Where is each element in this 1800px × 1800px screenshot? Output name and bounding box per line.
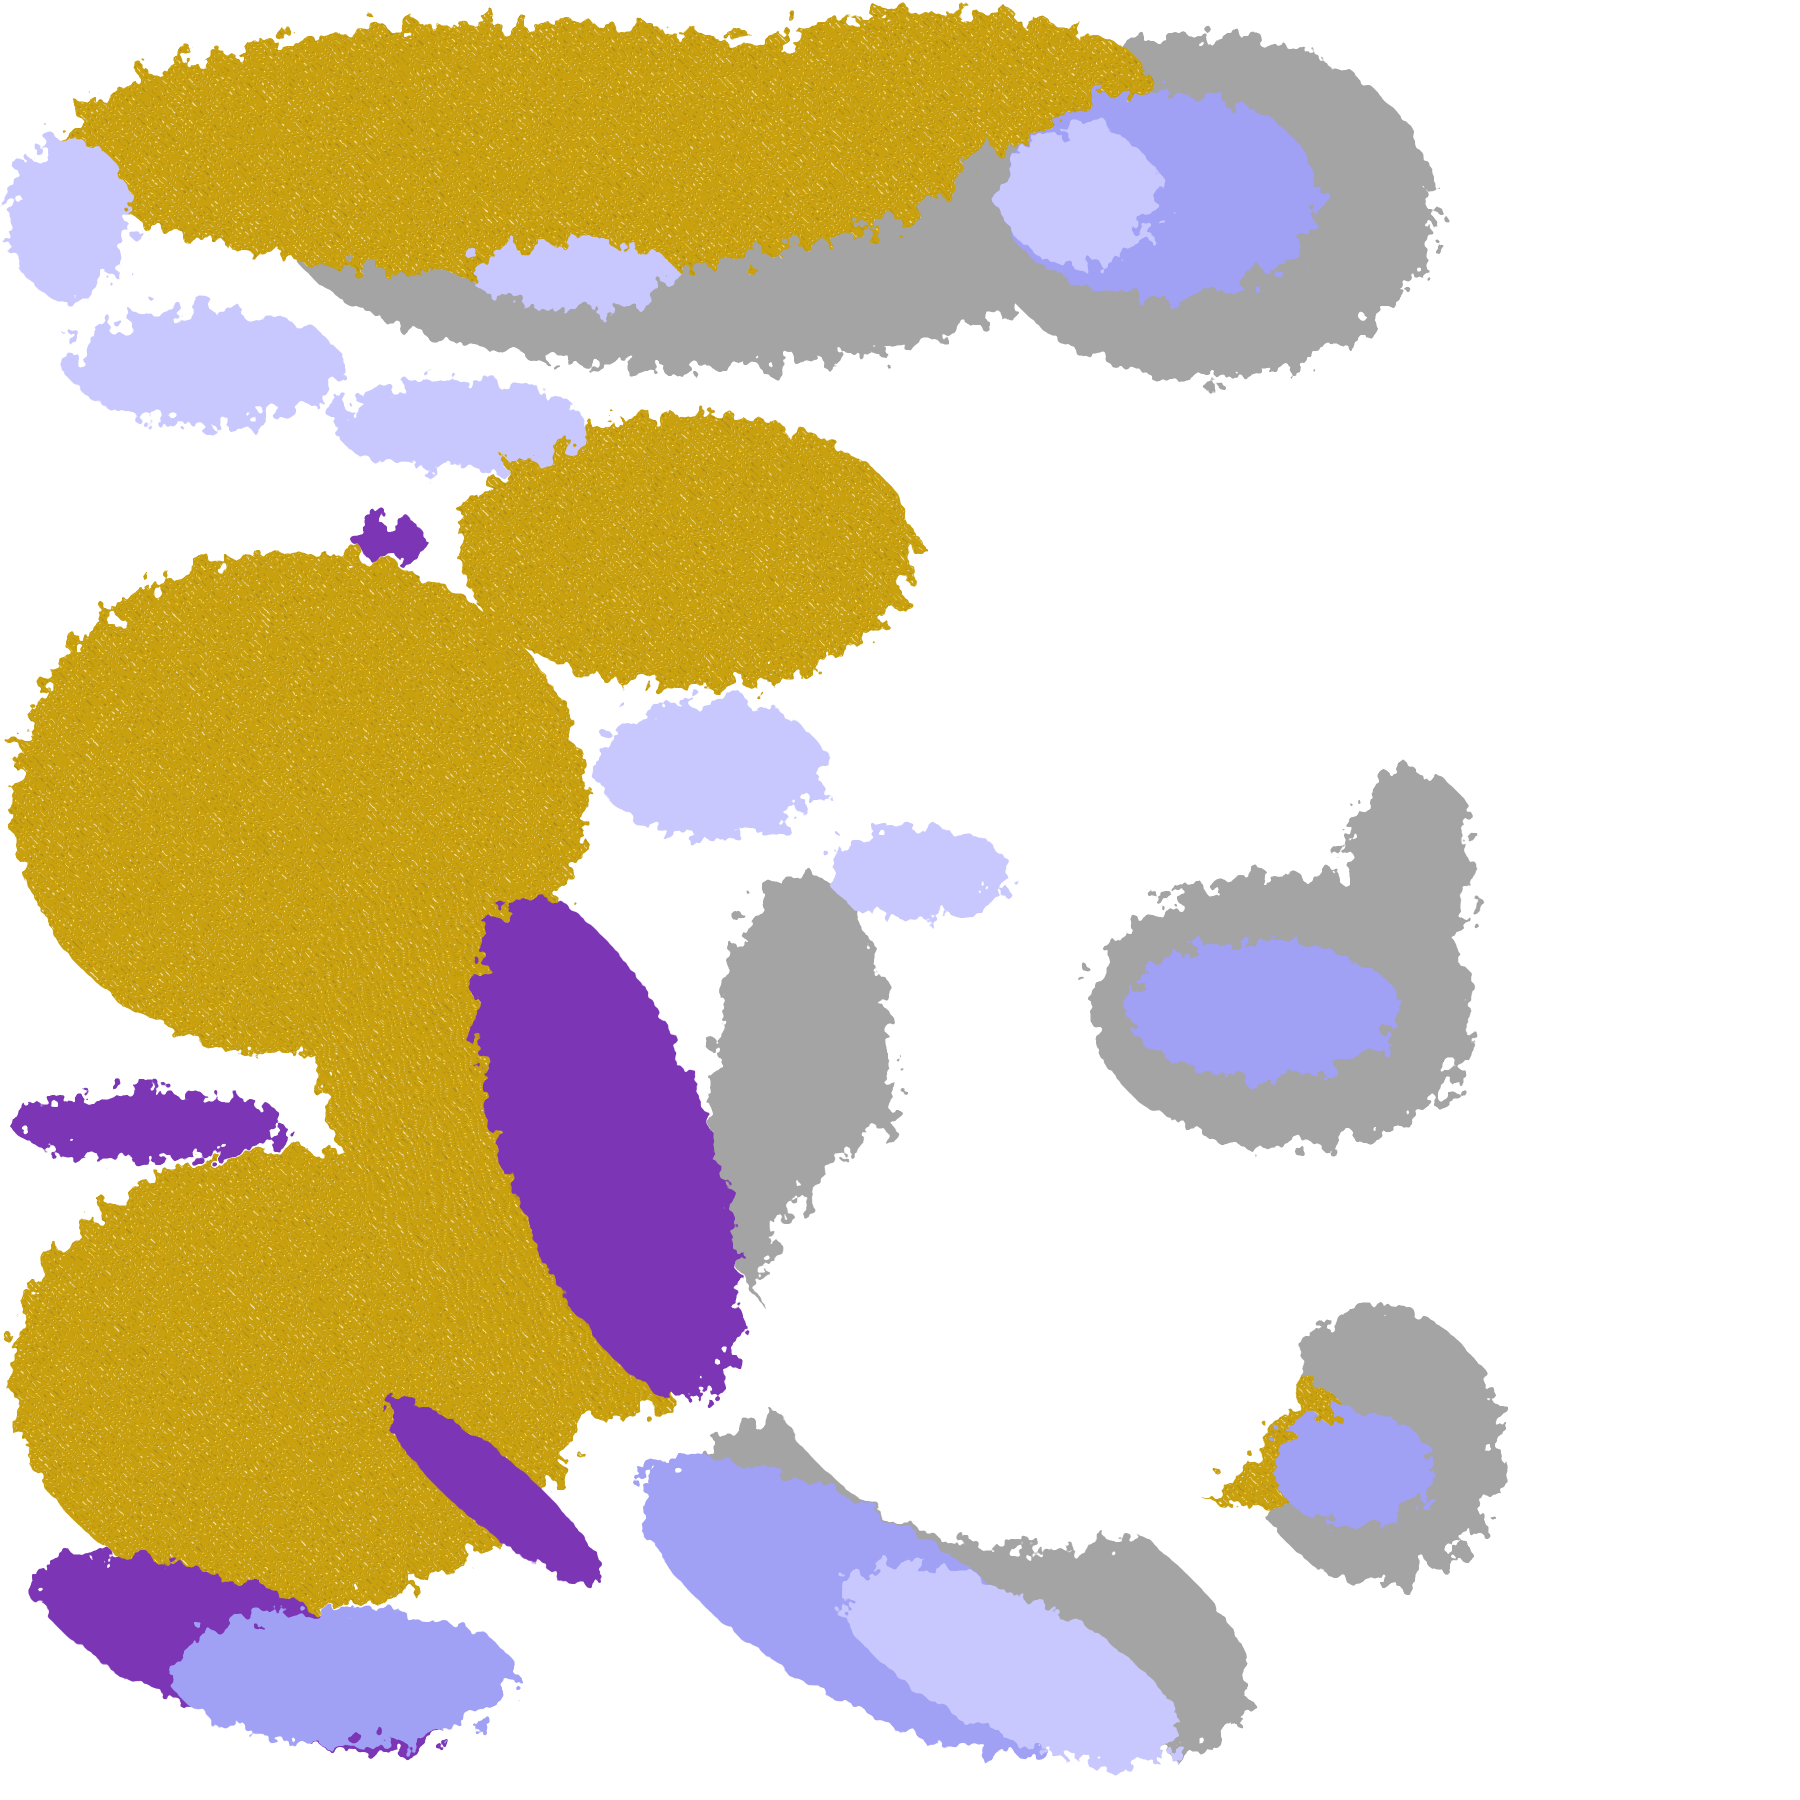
clear-sky-region [757, 22, 1791, 1745]
gold-region [459, 413, 919, 689]
periwinkle-region [172, 1607, 517, 1745]
lavender-region [841, 1564, 1180, 1765]
lavender-region [5, 137, 133, 299]
clear-region [906, 459, 1275, 735]
clear-region [1469, 22, 1791, 1745]
purple-region [475, 897, 742, 1399]
gold-region [734, 11, 1148, 150]
periwinkle-region [1125, 941, 1401, 1080]
purple-region [385, 1399, 602, 1585]
lavender-region [596, 700, 827, 839]
lavender-region [998, 126, 1160, 265]
clear-region [757, 1090, 1309, 1550]
lavender-region [332, 378, 586, 471]
lavender-region [826, 826, 1011, 919]
purple-region [11, 1090, 287, 1160]
purple-region [355, 516, 425, 563]
lavender-region [68, 309, 345, 425]
lavender-cloud-layer [5, 126, 1180, 1765]
gray-region [1343, 769, 1481, 953]
lavender-region [470, 241, 678, 310]
periwinkle-region [1274, 1411, 1435, 1527]
